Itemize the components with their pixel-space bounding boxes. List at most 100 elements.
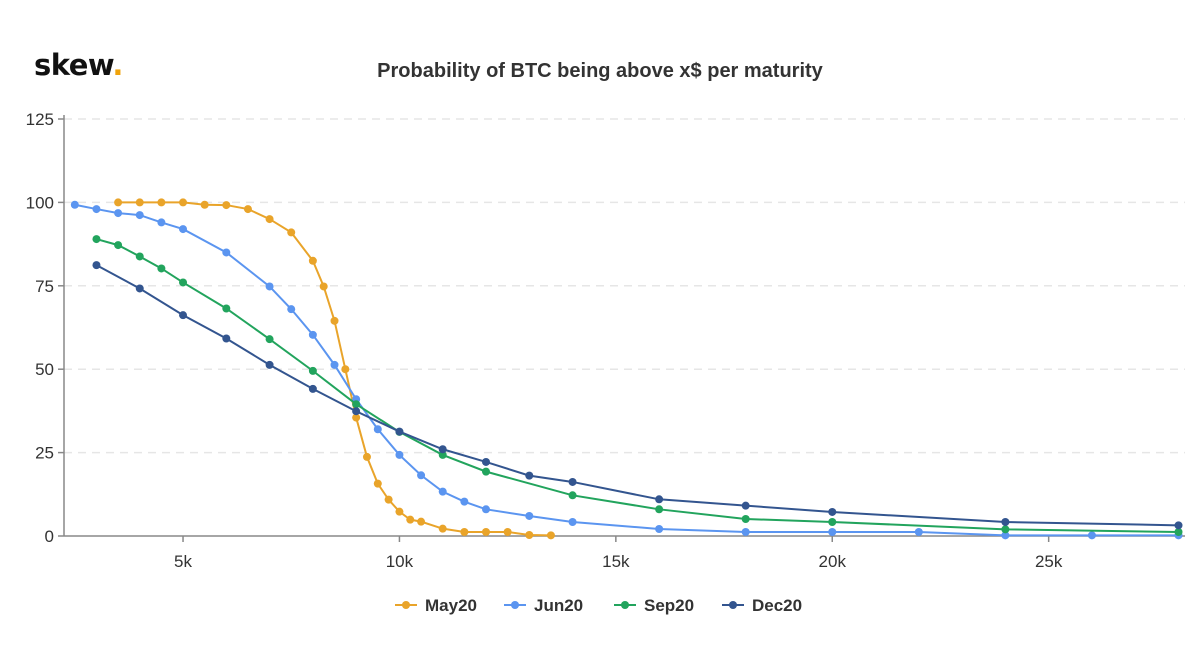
data-point [406,515,415,524]
data-point [384,495,393,504]
data-point [308,366,317,375]
data-point [525,511,534,520]
data-point [135,198,144,207]
data-point [179,198,188,207]
x-tick-label: 15k [602,552,630,571]
data-point [352,400,361,409]
series-may20 [114,198,555,540]
data-point [373,425,382,434]
x-tick-label: 5k [174,552,192,571]
data-point [265,282,274,291]
data-point [741,501,750,510]
data-point [157,218,166,227]
chart-title: Probability of BTC being above x$ per ma… [377,60,823,82]
data-point [243,205,252,214]
legend-item-sep20[interactable]: Sep20 [614,596,694,615]
legend-marker [402,601,410,609]
data-point [1001,525,1010,534]
data-point [308,330,317,339]
data-point [92,261,101,270]
data-point [222,201,231,210]
data-point [460,497,469,506]
legend-label: Jun20 [534,596,583,615]
data-point [92,235,101,244]
legend-item-may20[interactable]: May20 [395,596,477,615]
series-sep20 [92,235,1183,536]
data-point [828,517,837,526]
data-point [319,282,328,291]
data-point [1087,531,1096,540]
data-point [135,211,144,220]
legend-marker [621,601,629,609]
data-point [568,491,577,500]
y-tick-label: 100 [26,193,54,212]
data-point [741,527,750,536]
data-point [70,200,79,209]
data-point [655,495,664,504]
data-point [92,205,101,214]
data-point [503,527,512,536]
y-tick-label: 0 [45,527,54,546]
data-point [481,505,490,514]
data-point [265,215,274,224]
data-point [157,264,166,273]
data-point [352,407,361,416]
data-point [438,450,447,459]
data-point [438,487,447,496]
data-point [655,524,664,533]
data-point [179,311,188,320]
skew-logo: skew. [34,48,123,82]
data-point [287,228,296,237]
data-point [568,477,577,486]
data-point [395,450,404,459]
data-point [395,427,404,436]
data-point [417,471,426,480]
data-point [1001,531,1010,540]
y-tick-label: 50 [35,360,54,379]
data-point [1001,517,1010,526]
data-point [135,284,144,293]
legend-label: Sep20 [644,596,694,615]
data-point [1174,521,1183,530]
logo-dot: . [112,48,123,82]
data-point [362,452,371,461]
data-point [481,457,490,466]
series-dec20 [92,261,1183,530]
data-point [438,445,447,454]
data-point [330,360,339,369]
data-point [200,200,209,209]
data-point [828,527,837,536]
data-point [568,517,577,526]
data-point [265,360,274,369]
data-point [438,524,447,533]
y-tick-label: 125 [26,110,54,129]
legend-item-jun20[interactable]: Jun20 [504,596,583,615]
data-point [352,413,361,422]
data-point [460,527,469,536]
x-tick-label: 25k [1035,552,1063,571]
series-line [96,238,1179,533]
data-point [341,365,350,374]
data-point [222,248,231,257]
data-point [525,471,534,480]
y-tick-label: 25 [35,444,54,463]
legend-item-dec20[interactable]: Dec20 [722,596,802,615]
data-point [135,252,144,261]
data-point [1174,527,1183,536]
data-point [828,507,837,516]
x-tick-label: 20k [819,552,847,571]
data-point [741,514,750,523]
data-point [481,467,490,476]
data-point [308,256,317,265]
logo-text: skew [34,48,113,82]
data-point [330,316,339,325]
data-point [308,384,317,393]
data-point [395,507,404,516]
data-point [914,527,923,536]
data-point [481,527,490,536]
data-point [655,505,664,514]
legend-marker [511,601,519,609]
legend-marker [729,601,737,609]
data-point [546,531,555,540]
